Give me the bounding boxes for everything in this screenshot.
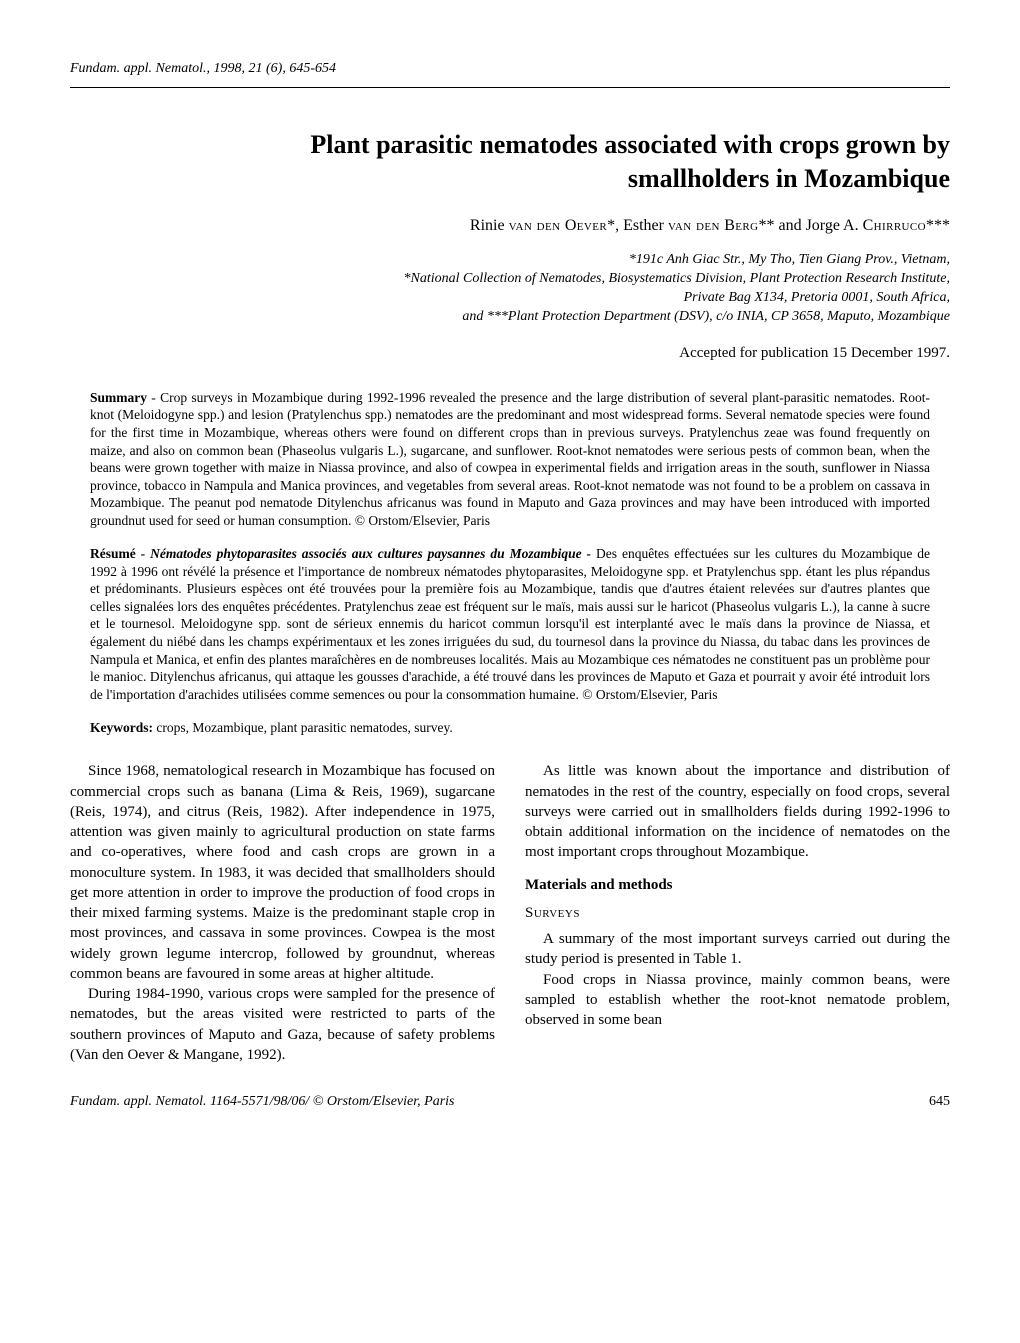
resume-block: Résumé - Nématodes phytoparasites associ… [90, 545, 930, 703]
body-paragraph-4: A summary of the most important surveys … [525, 929, 950, 970]
title-line-1: Plant parasitic nematodes associated wit… [310, 130, 950, 159]
affiliation-4: and ***Plant Protection Department (DSV)… [462, 309, 950, 324]
keywords-block: Keywords: crops, Mozambique, plant paras… [90, 719, 930, 737]
affiliation-3: Private Bag X134, Pretoria 0001, South A… [684, 290, 950, 305]
affiliations: *191c Anh Giac Str., My Tho, Tien Giang … [70, 251, 950, 327]
running-header: Fundam. appl. Nematol., 1998, 21 (6), 64… [70, 60, 950, 79]
body-paragraph-5: Food crops in Niassa province, mainly co… [525, 970, 950, 1031]
resume-lead-em: - Nématodes phytoparasites associés aux … [136, 546, 596, 561]
keywords-text: crops, Mozambique, plant parasitic nemat… [153, 720, 453, 735]
affiliation-1: *191c Anh Giac Str., My Tho, Tien Giang … [629, 252, 950, 267]
subsection-surveys: Surveys [525, 903, 950, 923]
footer-page-number: 645 [929, 1093, 950, 1112]
footer-left: Fundam. appl. Nematol. 1164-5571/98/06/ … [70, 1093, 454, 1112]
summary-block: Summary - Crop surveys in Mozambique dur… [90, 389, 930, 529]
summary-text: - Crop surveys in Mozambique during 1992… [90, 390, 930, 528]
resume-text: Des enquêtes effectuées sur les cultures… [90, 546, 930, 701]
accepted-date: Accepted for publication 15 December 199… [70, 343, 950, 363]
body-paragraph-1: Since 1968, nematological research in Mo… [70, 761, 495, 984]
resume-lead: Résumé [90, 546, 136, 561]
page-footer: Fundam. appl. Nematol. 1164-5571/98/06/ … [70, 1093, 950, 1112]
title-line-2: smallholders in Mozambique [628, 164, 950, 193]
section-materials-methods: Materials and methods [525, 875, 950, 895]
top-rule [70, 87, 950, 88]
article-title: Plant parasitic nematodes associated wit… [70, 128, 950, 196]
body-paragraph-3: As little was known about the importance… [525, 761, 950, 862]
keywords-lead: Keywords: [90, 720, 153, 735]
affiliation-2: *National Collection of Nematodes, Biosy… [404, 271, 950, 286]
summary-lead: Summary [90, 390, 147, 405]
authors: Rinie van den Oever*, Esther van den Ber… [70, 215, 950, 237]
body-columns: Since 1968, nematological research in Mo… [70, 761, 950, 1065]
body-paragraph-2: During 1984-1990, various crops were sam… [70, 984, 495, 1065]
